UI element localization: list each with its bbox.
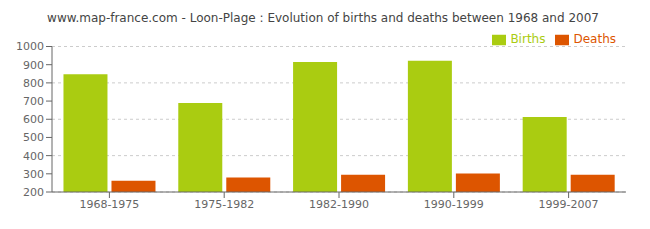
svg-text:600: 600 bbox=[23, 113, 44, 126]
svg-text:400: 400 bbox=[23, 150, 44, 163]
svg-text:500: 500 bbox=[23, 131, 44, 144]
svg-text:1000: 1000 bbox=[16, 40, 44, 53]
svg-text:900: 900 bbox=[23, 59, 44, 72]
html-text:Deaths: Deaths bbox=[573, 32, 616, 46]
svg-text:700: 700 bbox=[23, 95, 44, 108]
svg-text:1975-1982: 1975-1982 bbox=[194, 198, 254, 211]
svg-text:1990-1999: 1990-1999 bbox=[424, 198, 484, 211]
svg-text:300: 300 bbox=[23, 168, 44, 181]
svg-text:1968-1975: 1968-1975 bbox=[79, 198, 139, 211]
html-text:www.map-france.com - Loon-Plag: www.map-france.com - Loon-Plage : Evolut… bbox=[47, 11, 599, 25]
svg-text:800: 800 bbox=[23, 77, 44, 90]
svg-text:200: 200 bbox=[23, 186, 44, 199]
svg-text:1982-1990: 1982-1990 bbox=[309, 198, 369, 211]
html-text:Births: Births bbox=[510, 32, 546, 46]
svg-text:1999-2007: 1999-2007 bbox=[539, 198, 599, 211]
